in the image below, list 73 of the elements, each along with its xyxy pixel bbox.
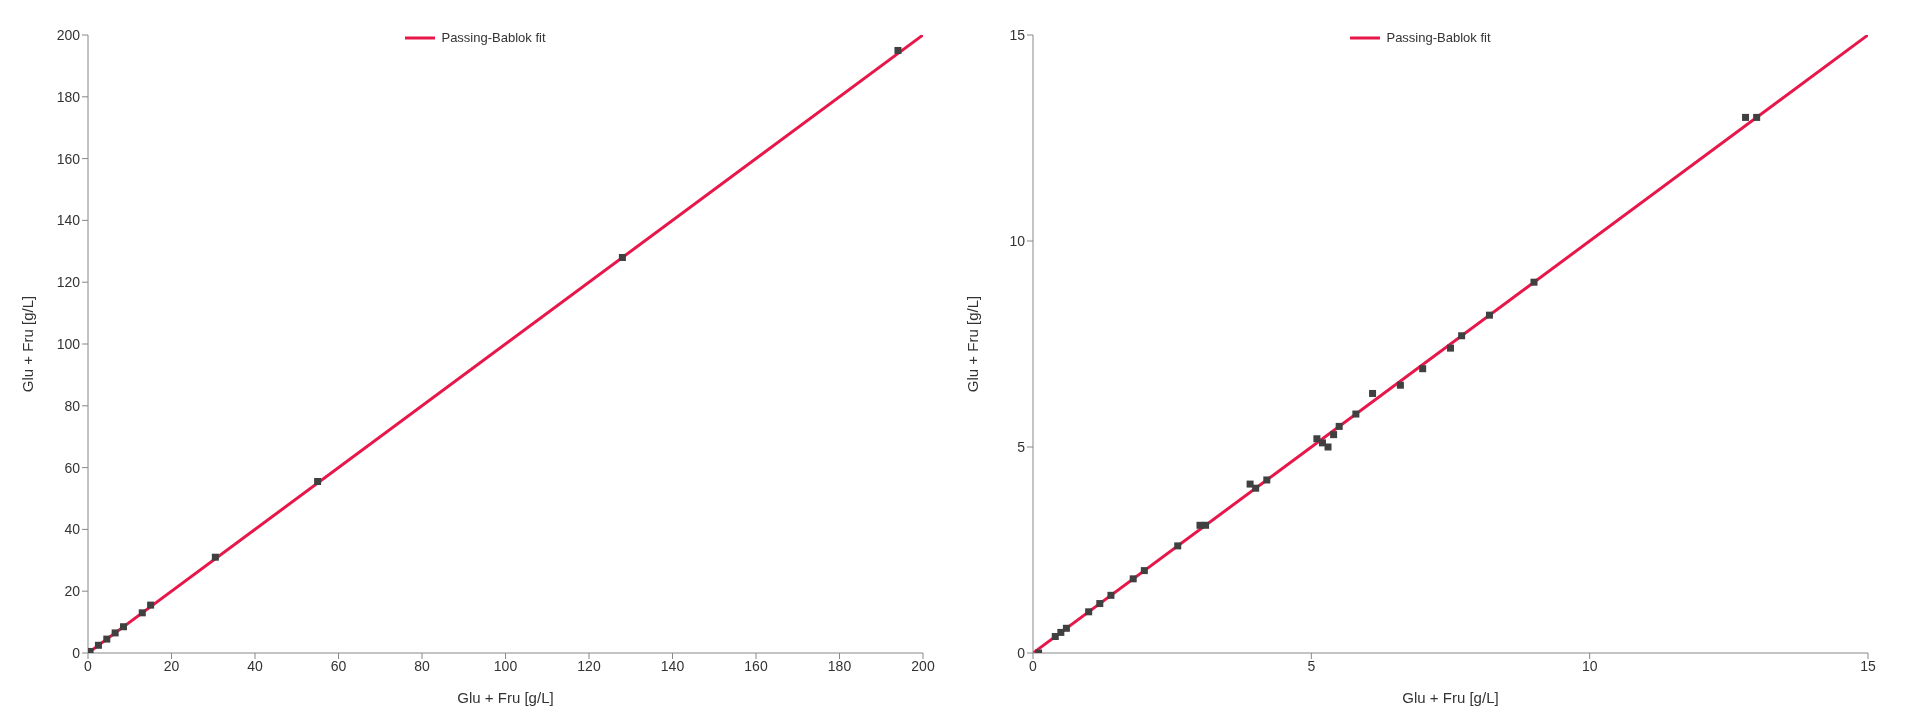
y-tick-label: 80 xyxy=(64,397,81,414)
y-tick-label: 10 xyxy=(1009,232,1026,249)
point xyxy=(1330,431,1338,439)
point xyxy=(119,623,127,631)
y-tick-label: 0 xyxy=(1017,644,1026,661)
point xyxy=(147,601,155,609)
point xyxy=(103,635,111,643)
legend-label: Passing-Bablok fit xyxy=(1385,30,1491,45)
x-tick-label: 140 xyxy=(660,657,685,674)
y-tick-label: 0 xyxy=(72,644,81,661)
point xyxy=(1318,439,1326,447)
x-tick-label: 60 xyxy=(330,657,347,674)
point xyxy=(111,629,119,637)
x-tick-label: 0 xyxy=(84,657,93,674)
y-tick-label: 15 xyxy=(1009,26,1026,43)
point xyxy=(1458,332,1466,340)
point xyxy=(1447,344,1454,352)
y-axis-title: Glu + Fru [g/L] xyxy=(19,295,37,393)
point xyxy=(1352,410,1360,418)
y-tick-label: 160 xyxy=(56,150,81,167)
y-tick-label: 180 xyxy=(56,88,81,105)
point xyxy=(314,478,322,486)
y-tick-label: 5 xyxy=(1017,438,1026,455)
point xyxy=(1252,484,1260,492)
point xyxy=(138,609,146,617)
x-tick-label: 100 xyxy=(493,657,518,674)
y-axis-title: Glu + Fru [g/L] xyxy=(964,295,982,393)
point xyxy=(1530,278,1538,286)
point xyxy=(1335,422,1343,430)
point xyxy=(1085,608,1093,616)
point xyxy=(211,553,219,561)
x-tick-label: 15 xyxy=(1860,657,1876,674)
x-tick-label: 40 xyxy=(247,657,263,674)
y-tick-label: 120 xyxy=(56,274,81,291)
x-tick-label: 180 xyxy=(827,657,852,674)
x-tick-label: 20 xyxy=(163,657,180,674)
y-tick-label: 140 xyxy=(56,212,81,229)
y-tick-label: 60 xyxy=(64,459,81,476)
x-tick-label: 200 xyxy=(911,657,935,674)
point xyxy=(894,46,902,54)
y-tick-label: 100 xyxy=(56,335,81,352)
point xyxy=(1313,435,1321,443)
point xyxy=(1140,567,1148,575)
point xyxy=(1753,113,1761,121)
y-tick-label: 20 xyxy=(64,583,81,600)
x-tick-label: 120 xyxy=(577,657,601,674)
point xyxy=(1742,113,1750,121)
point xyxy=(1057,628,1065,636)
point xyxy=(1129,575,1137,583)
point xyxy=(1174,542,1182,550)
x-axis-title: Glu + Fru [g/L] xyxy=(1402,689,1499,706)
x-tick-label: 80 xyxy=(414,657,430,674)
point xyxy=(1263,476,1271,484)
point xyxy=(1485,311,1493,319)
y-tick-label: 40 xyxy=(64,521,81,538)
point xyxy=(1369,389,1377,397)
point xyxy=(1107,591,1115,599)
x-axis-title: Glu + Fru [g/L] xyxy=(457,689,554,706)
point xyxy=(1062,624,1070,632)
x-tick-label: 5 xyxy=(1307,657,1316,674)
x-tick-label: 0 xyxy=(1029,657,1038,674)
x-tick-label: 160 xyxy=(744,657,768,674)
point xyxy=(618,253,626,261)
point xyxy=(1202,521,1210,529)
x-tick-label: 10 xyxy=(1581,657,1598,674)
point xyxy=(94,641,102,649)
legend-label: Passing-Bablok fit xyxy=(440,30,546,45)
point xyxy=(88,647,94,653)
point xyxy=(1419,365,1427,373)
point xyxy=(1396,381,1404,389)
y-tick-label: 200 xyxy=(56,26,81,43)
point xyxy=(1096,600,1104,608)
point xyxy=(1324,443,1332,451)
